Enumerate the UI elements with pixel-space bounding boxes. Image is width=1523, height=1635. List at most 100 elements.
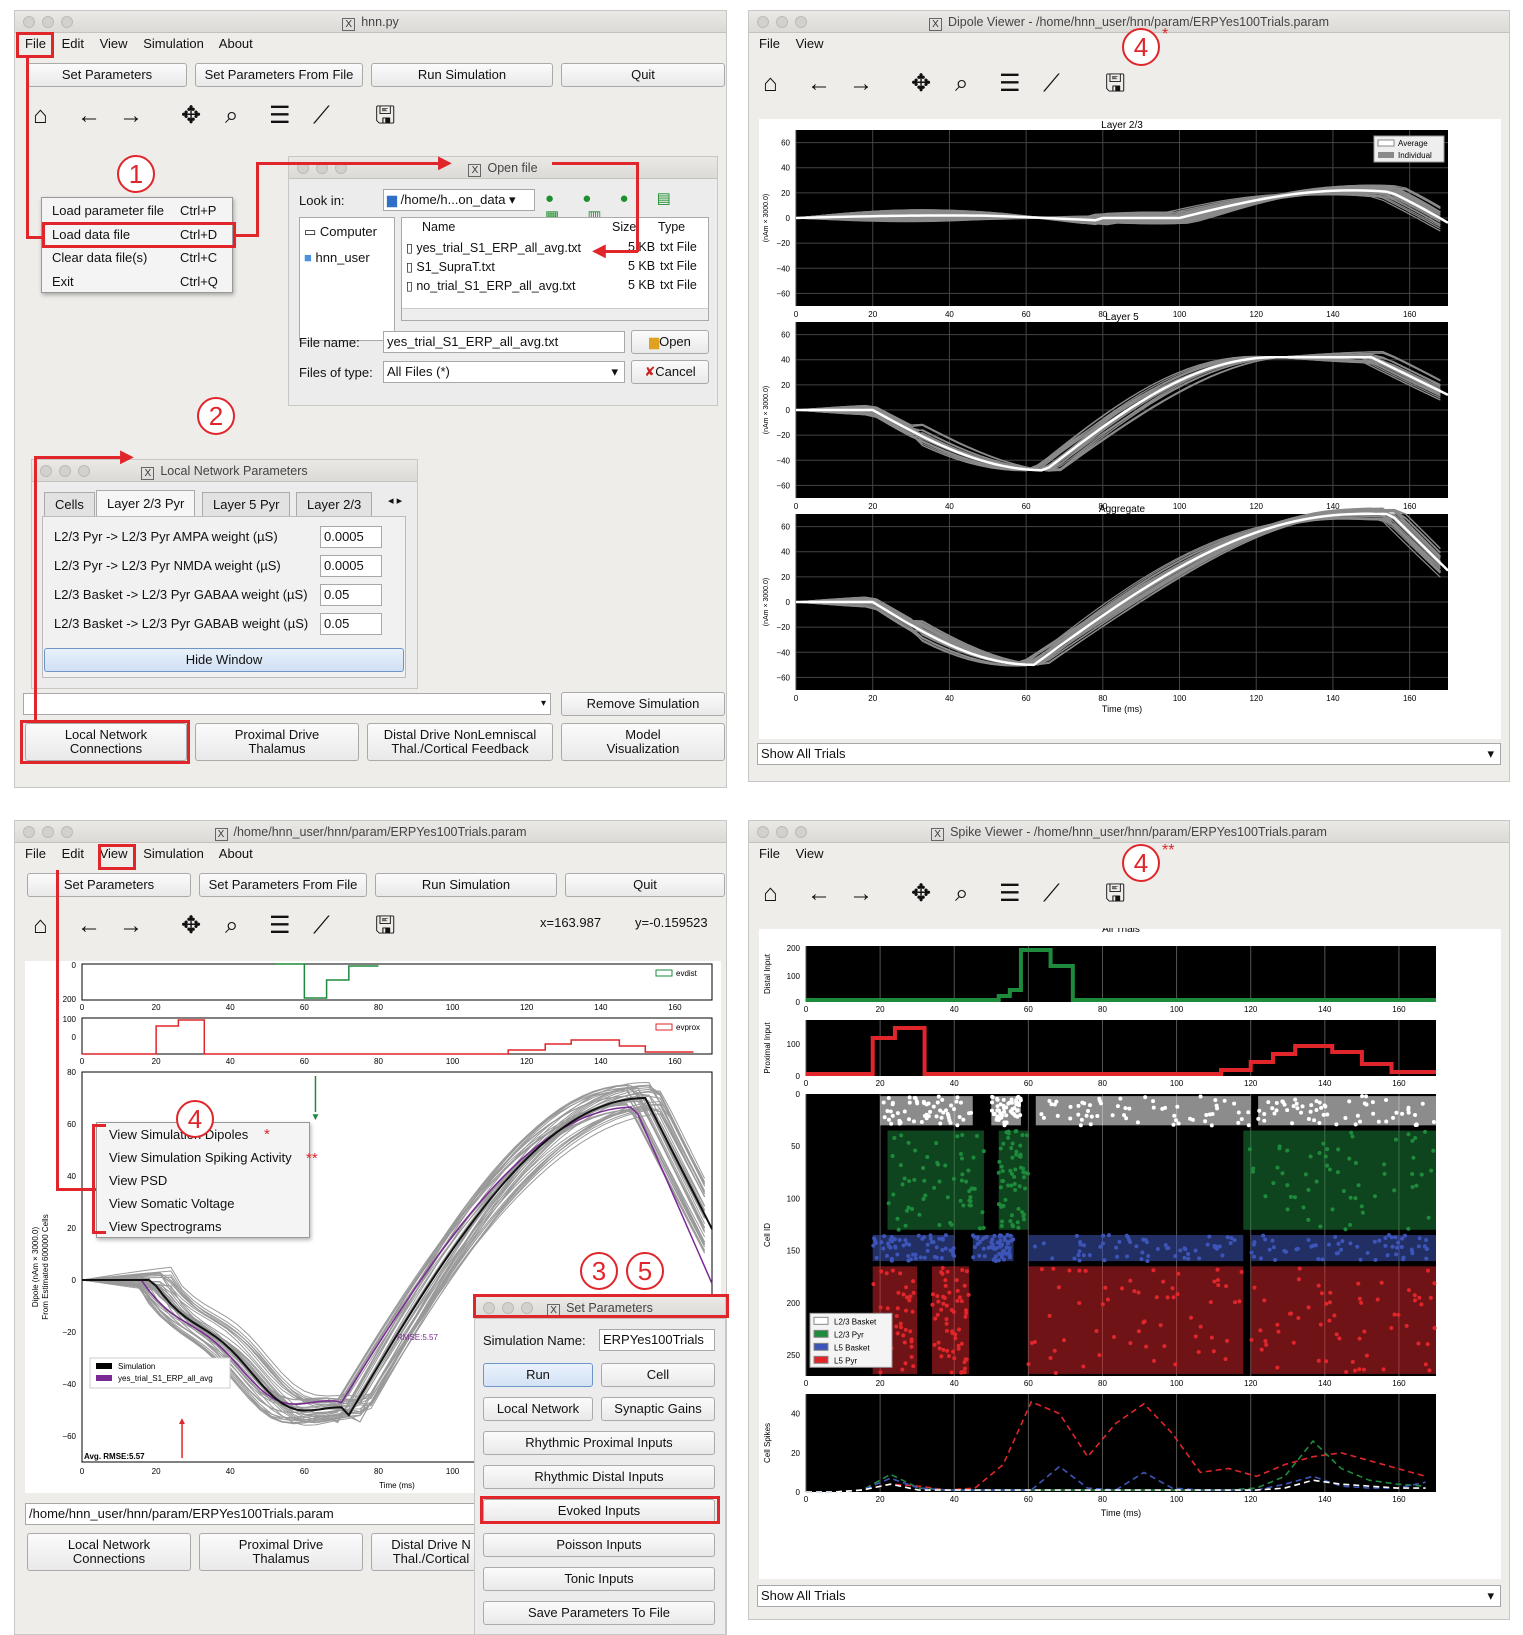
rhythmic-distal-button[interactable]: Rhythmic Distal Inputs (483, 1465, 715, 1489)
menu-edit[interactable]: Edit (61, 36, 84, 51)
zoom-icon[interactable]: ⌕ (225, 102, 239, 129)
run-button[interactable]: Run (483, 1363, 593, 1387)
menu-item-clear-data[interactable]: Clear data file(s) (52, 250, 148, 265)
subplots-icon[interactable]: ☰ (269, 912, 291, 939)
synaptic-gains-button[interactable]: Synaptic Gains (601, 1397, 715, 1421)
show-all-trials-select[interactable]: Show All Trials ▾ (757, 1585, 1501, 1607)
set-parameters-button[interactable]: Set Parameters (27, 873, 191, 897)
tab-layer5-pyr[interactable]: Layer 5 Pyr (202, 492, 291, 517)
tab-scroll-arrows[interactable]: ◂ ▸ (388, 495, 403, 507)
home-icon[interactable]: ⌂ (763, 880, 778, 907)
file-row[interactable]: ▯ no_trial_S1_ERP_all_avg.txt 5 KB txt Fil… (406, 278, 697, 293)
menu-item-view-psd[interactable]: View PSD (109, 1173, 168, 1188)
zoom-icon[interactable]: ⌕ (955, 70, 969, 97)
edit-curves-icon[interactable]: ⟋ (1043, 70, 1060, 97)
files-type-select[interactable]: All Files (*) ▾ (383, 361, 625, 383)
column-name[interactable]: Name (422, 220, 456, 234)
zoom-icon[interactable]: ⌕ (955, 880, 969, 907)
edit-curves-icon[interactable]: ⟋ (313, 102, 330, 129)
forward-icon[interactable]: → (119, 102, 143, 129)
menu-view[interactable]: View (795, 846, 824, 861)
edit-curves-icon[interactable]: ⟋ (313, 912, 330, 939)
menu-view[interactable]: View (99, 846, 128, 861)
menu-view[interactable]: View (795, 36, 824, 51)
menu-file[interactable]: File (759, 36, 780, 51)
distal-drive-button[interactable]: Distal Drive N Thal./Cortical (371, 1533, 491, 1571)
pan-icon[interactable]: ✥ (911, 70, 932, 97)
param-input[interactable]: 0.05 (320, 613, 382, 635)
menu-about[interactable]: About (218, 36, 253, 51)
run-simulation-button[interactable]: Run Simulation (371, 63, 553, 87)
menu-file[interactable]: File (759, 846, 780, 861)
tab-layer23[interactable]: Layer 2/3 (296, 492, 373, 517)
menu-view[interactable]: View (99, 36, 128, 51)
set-parameters-from-file-button[interactable]: Set Parameters From File (199, 873, 367, 897)
save-icon[interactable]: 🖫 (375, 102, 396, 129)
menu-item-exit[interactable]: Exit (52, 274, 74, 289)
menu-file[interactable]: File (25, 846, 46, 861)
subplots-icon[interactable]: ☰ (269, 102, 291, 129)
menu-simulation[interactable]: Simulation (143, 36, 204, 51)
menu-item-view-spiking[interactable]: View Simulation Spiking Activity (109, 1150, 292, 1165)
menu-about[interactable]: About (218, 846, 253, 861)
poisson-inputs-button[interactable]: Poisson Inputs (483, 1533, 715, 1557)
back-icon[interactable]: ← (807, 880, 831, 907)
param-input[interactable]: 0.05 (320, 584, 382, 606)
back-icon[interactable]: ← (77, 102, 101, 129)
set-parameters-button[interactable]: Set Parameters (27, 63, 187, 87)
menu-file[interactable]: File (25, 36, 46, 51)
distal-drive-button[interactable]: Distal Drive NonLemniscal Thal./Cortical … (367, 723, 553, 761)
places-hnn-user[interactable]: ■ hnn_user (304, 250, 370, 265)
save-icon[interactable]: 🖫 (375, 912, 396, 939)
home-icon[interactable]: ⌂ (33, 102, 48, 129)
menu-edit[interactable]: Edit (61, 846, 84, 861)
menu-simulation[interactable]: Simulation (143, 846, 204, 861)
menu-item-view-somatic[interactable]: View Somatic Voltage (109, 1196, 235, 1211)
param-input[interactable]: 0.0005 (320, 526, 382, 548)
menu-item-view-dipoles[interactable]: View Simulation Dipoles (109, 1127, 249, 1142)
model-visualization-button[interactable]: Model Visualization (561, 723, 725, 761)
window-controls[interactable] (23, 16, 73, 28)
local-network-button[interactable]: Local Network (483, 1397, 593, 1421)
pan-icon[interactable]: ✥ (181, 102, 202, 129)
save-icon[interactable]: 🖫 (1105, 70, 1126, 97)
column-size[interactable]: Size (612, 220, 637, 234)
tonic-inputs-button[interactable]: Tonic Inputs (483, 1567, 715, 1591)
pan-icon[interactable]: ✥ (181, 912, 202, 939)
cell-button[interactable]: Cell (601, 1363, 715, 1387)
home-icon[interactable]: ⌂ (763, 70, 778, 97)
sim-name-input[interactable]: ERPYes100Trials (599, 1329, 715, 1351)
menu-item-load-parameter[interactable]: Load parameter file (52, 203, 165, 218)
local-network-button[interactable]: Local Network Connections (25, 723, 187, 761)
local-network-button[interactable]: Local Network Connections (27, 1533, 191, 1571)
cancel-button[interactable]: ✘Cancel (631, 360, 709, 384)
horizontal-scrollbar[interactable] (402, 308, 708, 320)
subplots-icon[interactable]: ☰ (999, 880, 1021, 907)
places-computer[interactable]: ▭ Computer (304, 224, 377, 239)
proximal-drive-button[interactable]: Proximal Drive Thalamus (199, 1533, 363, 1571)
forward-icon[interactable]: → (849, 880, 873, 907)
simulation-select[interactable]: ▾ (23, 693, 551, 715)
param-file-path[interactable]: /home/hnn_user/hnn/param/ERPYes100Trials… (25, 1503, 485, 1525)
file-name-input[interactable]: yes_trial_S1_ERP_all_avg.txt (383, 331, 625, 353)
back-icon[interactable]: ← (807, 70, 831, 97)
edit-curves-icon[interactable]: ⟋ (1043, 880, 1060, 907)
menu-item-load-data[interactable]: Load data file (52, 227, 131, 242)
save-icon[interactable]: 🖫 (1105, 880, 1126, 907)
save-parameters-button[interactable]: Save Parameters To File (483, 1601, 715, 1625)
quit-button[interactable]: Quit (565, 873, 725, 897)
file-row[interactable]: ▯ S1_SupraT.txt 5 KB txt File (406, 259, 697, 274)
show-all-trials-select[interactable]: Show All Trials ▾ (757, 743, 1501, 765)
file-row[interactable]: ▯ yes_trial_S1_ERP_all_avg.txt 5 KB txt Fi… (406, 240, 697, 255)
subplots-icon[interactable]: ☰ (999, 70, 1021, 97)
forward-icon[interactable]: → (849, 70, 873, 97)
proximal-drive-button[interactable]: Proximal Drive Thalamus (195, 723, 359, 761)
zoom-icon[interactable]: ⌕ (225, 912, 239, 939)
back-icon[interactable]: ← (77, 912, 101, 939)
param-input[interactable]: 0.0005 (320, 555, 382, 577)
menu-item-view-spectrograms[interactable]: View Spectrograms (109, 1219, 222, 1234)
column-type[interactable]: Type (658, 220, 686, 234)
run-simulation-button[interactable]: Run Simulation (375, 873, 557, 897)
rhythmic-proximal-button[interactable]: Rhythmic Proximal Inputs (483, 1431, 715, 1455)
pan-icon[interactable]: ✥ (911, 880, 932, 907)
